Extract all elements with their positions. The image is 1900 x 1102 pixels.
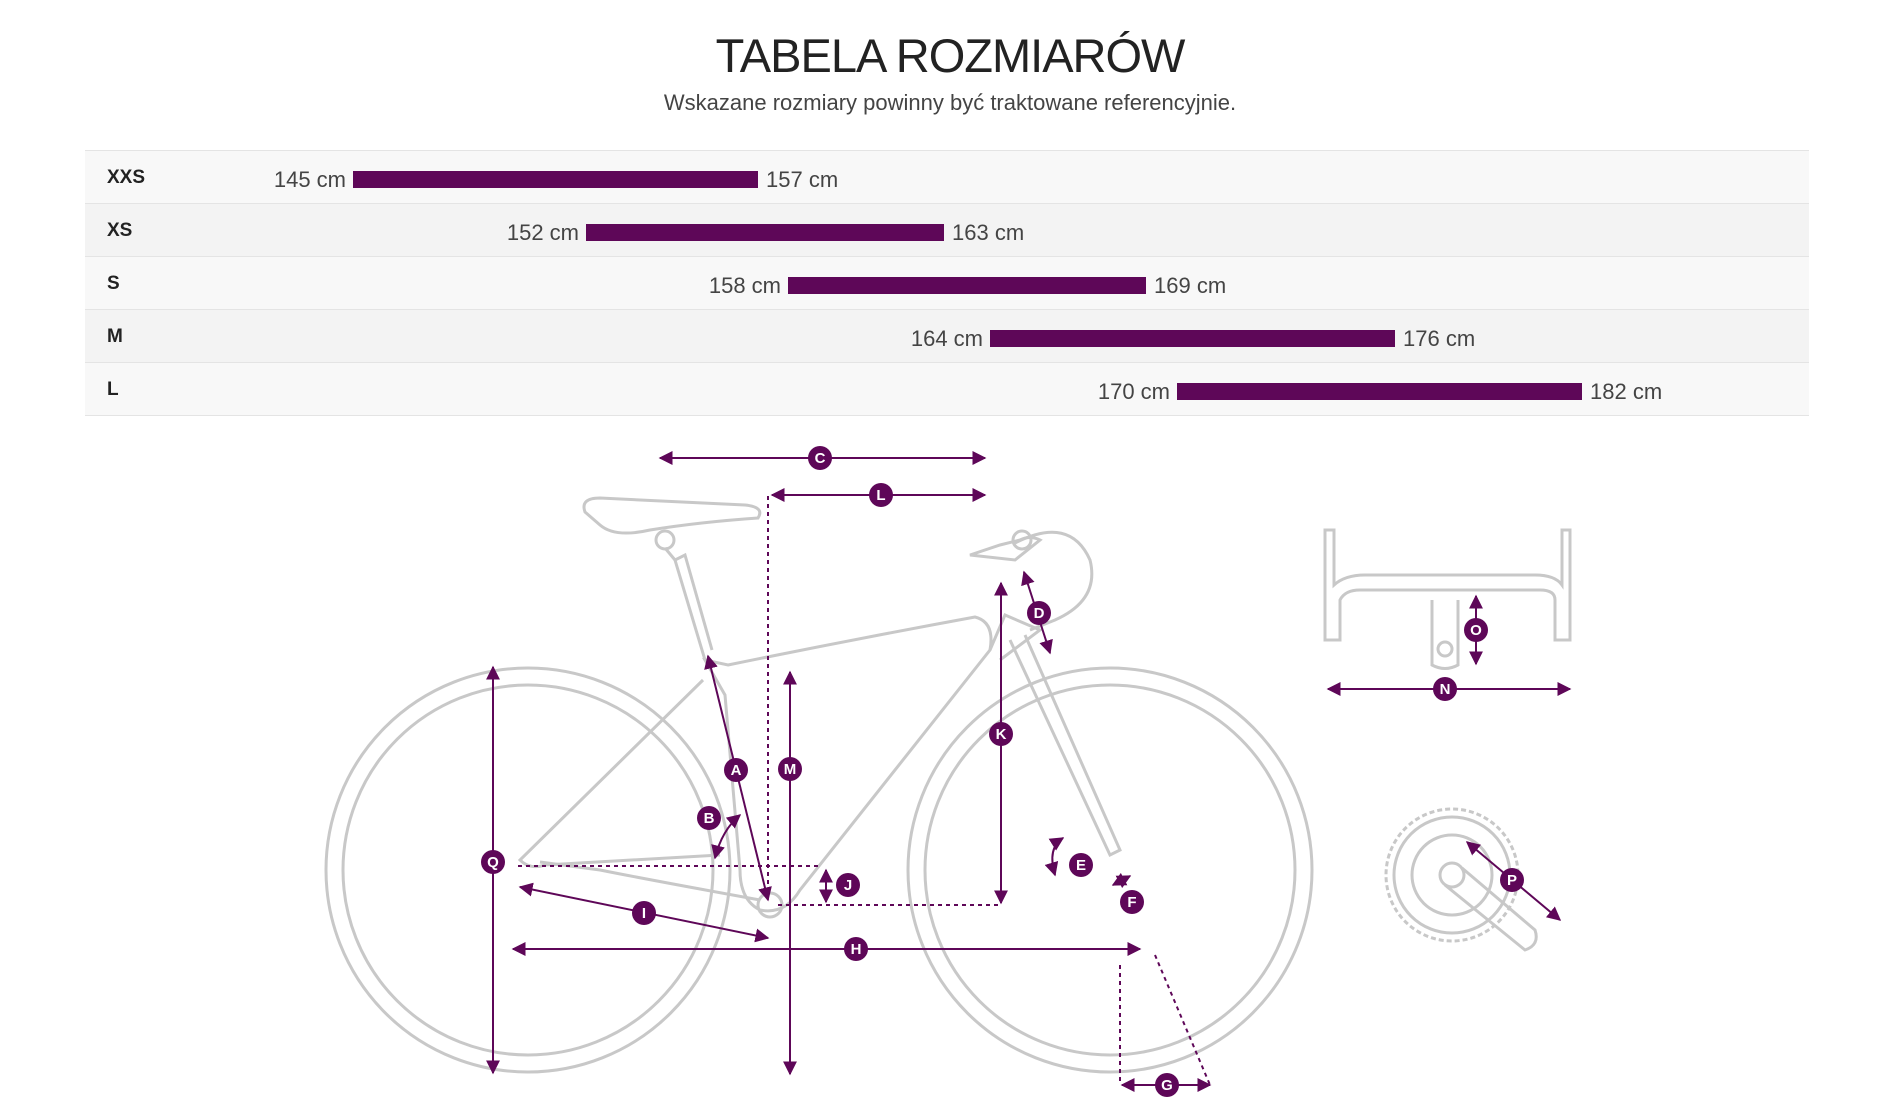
height-min: 158 cm (708, 273, 781, 298)
svg-text:J: J (844, 877, 852, 894)
svg-text:F: F (1127, 894, 1136, 911)
size-label: XXS (107, 167, 146, 188)
size-row-xs: XS 152 cm 163 cm (85, 203, 1809, 256)
height-min: 152 cm (506, 220, 579, 245)
svg-text:Q: Q (487, 854, 499, 871)
seat (582, 496, 762, 561)
height-max: 163 cm (952, 220, 1025, 245)
height-max: 157 cm (766, 167, 839, 192)
height-max: 169 cm (1154, 273, 1227, 298)
dim-b (711, 814, 742, 860)
marker-c: C (808, 446, 832, 470)
dim-f (1111, 872, 1132, 889)
marker-n: N (1433, 677, 1457, 701)
svg-text:L: L (876, 487, 885, 504)
marker-j: J (836, 873, 860, 897)
marker-m: M (778, 757, 802, 781)
svg-text:E: E (1076, 857, 1086, 874)
marker-l: L (869, 483, 893, 507)
height-min: 164 cm (910, 326, 983, 351)
height-range-bar (788, 277, 1146, 294)
svg-text:N: N (1440, 681, 1451, 698)
svg-text:C: C (815, 450, 826, 467)
marker-h: H (844, 937, 868, 961)
marker-i: I (632, 901, 656, 925)
svg-text:A: A (731, 762, 742, 779)
svg-text:H: H (851, 941, 862, 958)
height-max: 182 cm (1590, 379, 1663, 404)
size-label: M (107, 326, 123, 347)
marker-f: F (1120, 890, 1144, 914)
marker-o: O (1464, 618, 1488, 642)
front-wheel (906, 666, 1314, 1074)
page-title: TABELA ROZMIARÓW (715, 29, 1186, 82)
marker-q: Q (481, 850, 505, 874)
height-range-bar (1177, 383, 1582, 400)
height-min: 145 cm (273, 167, 346, 192)
svg-text:P: P (1507, 872, 1517, 889)
size-row-xxs: XXS 145 cm 157 cm (85, 150, 1809, 203)
svg-text:B: B (704, 810, 715, 827)
height-range-bar (586, 224, 944, 241)
svg-text:K: K (996, 726, 1007, 743)
svg-text:O: O (1470, 622, 1482, 639)
handlebar-top-view (1323, 528, 1572, 670)
size-row-m: M 164 cm 176 cm (85, 309, 1809, 362)
height-max: 176 cm (1403, 326, 1476, 351)
size-label: S (107, 273, 120, 294)
height-range-bar (353, 171, 758, 188)
size-row-l: L 170 cm 182 cm (85, 362, 1809, 416)
marker-d: D (1027, 601, 1051, 625)
marker-e: E (1069, 853, 1093, 877)
page-subtitle: Wskazane rozmiary powinny być traktowane… (663, 90, 1237, 115)
size-label: XS (107, 220, 133, 241)
svg-text:D: D (1034, 605, 1045, 622)
svg-text:I: I (642, 905, 646, 922)
marker-p: P (1500, 868, 1524, 892)
reference-lines (518, 496, 1211, 1086)
marker-a: A (724, 758, 748, 782)
marker-k: K (989, 722, 1013, 746)
rear-wheel (324, 666, 732, 1074)
size-row-s: S 158 cm 169 cm (85, 256, 1809, 309)
size-table: XXS 145 cm 157 cm XS 152 cm 163 cm S 158… (85, 150, 1809, 416)
size-label: L (107, 379, 119, 400)
dimension-arrows (486, 451, 1572, 1092)
svg-text:G: G (1161, 1077, 1173, 1094)
handlebar (969, 529, 1094, 632)
dim-e (1044, 837, 1065, 877)
height-min: 170 cm (1097, 379, 1170, 404)
marker-g: G (1155, 1073, 1179, 1097)
svg-text:M: M (784, 761, 797, 778)
bike-outline (324, 496, 1314, 1074)
marker-b: B (697, 806, 721, 830)
height-range-bar (990, 330, 1395, 347)
